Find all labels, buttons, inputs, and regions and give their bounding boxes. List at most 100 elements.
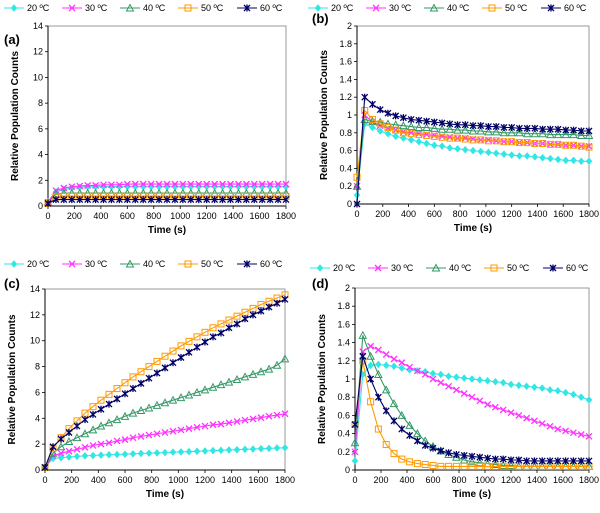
data-point-d-1: [367, 361, 374, 370]
data-point-b-4: [461, 135, 469, 143]
y-tick-label-a: 8: [38, 98, 43, 108]
data-point-c-1: [177, 448, 185, 456]
legend-marker-a-2: [68, 4, 76, 12]
data-point-c-3: [256, 367, 266, 376]
data-point-d-5: [382, 407, 390, 415]
data-point-b-5: [562, 126, 570, 134]
data-point-c-2: [177, 426, 185, 434]
data-point-c-3: [192, 387, 202, 396]
data-point-b-1: [523, 152, 531, 160]
data-point-b-1: [469, 146, 477, 155]
data-point-b-5: [554, 125, 562, 133]
data-point-c-5: [161, 364, 169, 372]
legend-a: 20 ºC 30 ºC 40 ºC 50 ºC 60 ºC: [4, 3, 283, 13]
data-point-d-1: [484, 376, 491, 385]
data-point-c-2: [57, 449, 65, 457]
legend-label-c-5: 60 ºC: [260, 259, 283, 269]
data-point-d-1: [499, 378, 507, 387]
data-point-c-5: [137, 379, 145, 387]
data-point-a-2: [171, 180, 179, 188]
data-point-a-5: [211, 196, 219, 204]
data-point-b-3: [553, 130, 563, 139]
data-point-a-5: [187, 196, 195, 204]
data-point-c-2: [193, 423, 201, 431]
data-point-a-2: [274, 180, 282, 188]
data-point-a-2: [203, 180, 211, 188]
x-tick-label-a: 0: [45, 211, 50, 221]
data-point-a-5: [163, 196, 171, 204]
data-point-d-1: [382, 361, 390, 370]
data-point-d-5: [484, 454, 492, 462]
data-point-b-4: [539, 139, 547, 147]
data-point-b-3: [414, 122, 424, 131]
data-point-b-2: [376, 122, 384, 130]
legend-marker-d-1: [316, 264, 324, 272]
data-point-b-3: [429, 123, 439, 132]
data-point-c-1: [97, 451, 105, 460]
x-tick-label-b: 0: [354, 209, 359, 219]
data-point-d-1: [460, 374, 468, 382]
data-point-c-3: [248, 369, 258, 378]
data-point-b-1: [369, 123, 376, 132]
data-point-b-4: [570, 141, 578, 149]
legend-label-d-2: 30 ºC: [391, 263, 414, 273]
data-point-a-2: [108, 181, 115, 189]
data-point-a-2: [163, 180, 171, 188]
data-point-b-4: [353, 173, 361, 181]
data-point-c-1: [233, 445, 241, 454]
panel-label-a: (a): [4, 32, 20, 47]
data-point-d-4: [476, 462, 484, 470]
data-point-b-5: [376, 106, 384, 114]
data-point-d-2: [554, 425, 562, 433]
legend-label-d-1: 20 ºC: [333, 263, 356, 273]
data-point-c-5: [73, 422, 81, 430]
x-tick-label-c: 1200: [195, 475, 215, 485]
data-point-a-5: [266, 196, 274, 204]
data-point-a-5: [203, 196, 211, 204]
legend-marker-b-2: [372, 4, 380, 12]
data-point-a-2: [187, 180, 195, 188]
y-tick-label-d: 0.2: [337, 447, 350, 457]
data-point-c-4: [161, 352, 169, 360]
data-point-c-5: [177, 354, 185, 362]
data-point-c-4: [225, 316, 233, 324]
data-point-c-1: [153, 449, 161, 457]
legend-marker-b-3: [429, 3, 439, 12]
data-point-c-2: [129, 434, 137, 442]
data-point-d-1: [398, 364, 406, 372]
x-tick-label-b: 1800: [579, 209, 599, 219]
legend-marker-b-4: [488, 4, 496, 12]
data-point-b-5: [508, 123, 516, 131]
data-point-d-3: [374, 369, 383, 378]
y-tick-label-c: 4: [35, 413, 40, 423]
data-point-c-5: [249, 311, 257, 319]
series-d-5: [351, 352, 593, 465]
data-point-c-2: [73, 445, 81, 453]
data-point-c-5: [217, 329, 225, 337]
data-point-d-1: [562, 388, 569, 397]
data-point-d-4: [374, 425, 382, 433]
data-point-a-2: [155, 180, 163, 188]
legend-marker-c-3: [125, 259, 135, 268]
data-point-a-2: [250, 180, 258, 188]
x-tick-label-a: 400: [93, 211, 108, 221]
data-point-b-1: [562, 156, 570, 165]
series-c-4: [41, 291, 289, 471]
data-point-c-2: [161, 429, 169, 436]
panel-b: 0 0.2 0.4 0.6 0.8 1 1.2 1.4 1.6 1.8 2 0 200 400 600 800…: [308, 3, 599, 234]
data-point-b-1: [407, 136, 415, 144]
data-point-d-2: [429, 375, 437, 383]
data-point-c-2: [257, 414, 265, 422]
y-tick-label-a: 6: [38, 124, 43, 134]
data-point-c-3: [88, 425, 98, 434]
data-point-b-4: [399, 129, 407, 137]
series-b-1: [353, 120, 593, 199]
data-point-b-5: [446, 120, 454, 128]
data-point-d-5: [499, 455, 507, 463]
data-point-a-5: [250, 196, 258, 204]
data-point-b-3: [576, 130, 586, 139]
data-point-d-3: [467, 457, 477, 466]
x-tick-label-a: 1600: [250, 211, 270, 221]
data-point-b-4: [361, 107, 369, 115]
data-point-a-2: [68, 183, 76, 191]
